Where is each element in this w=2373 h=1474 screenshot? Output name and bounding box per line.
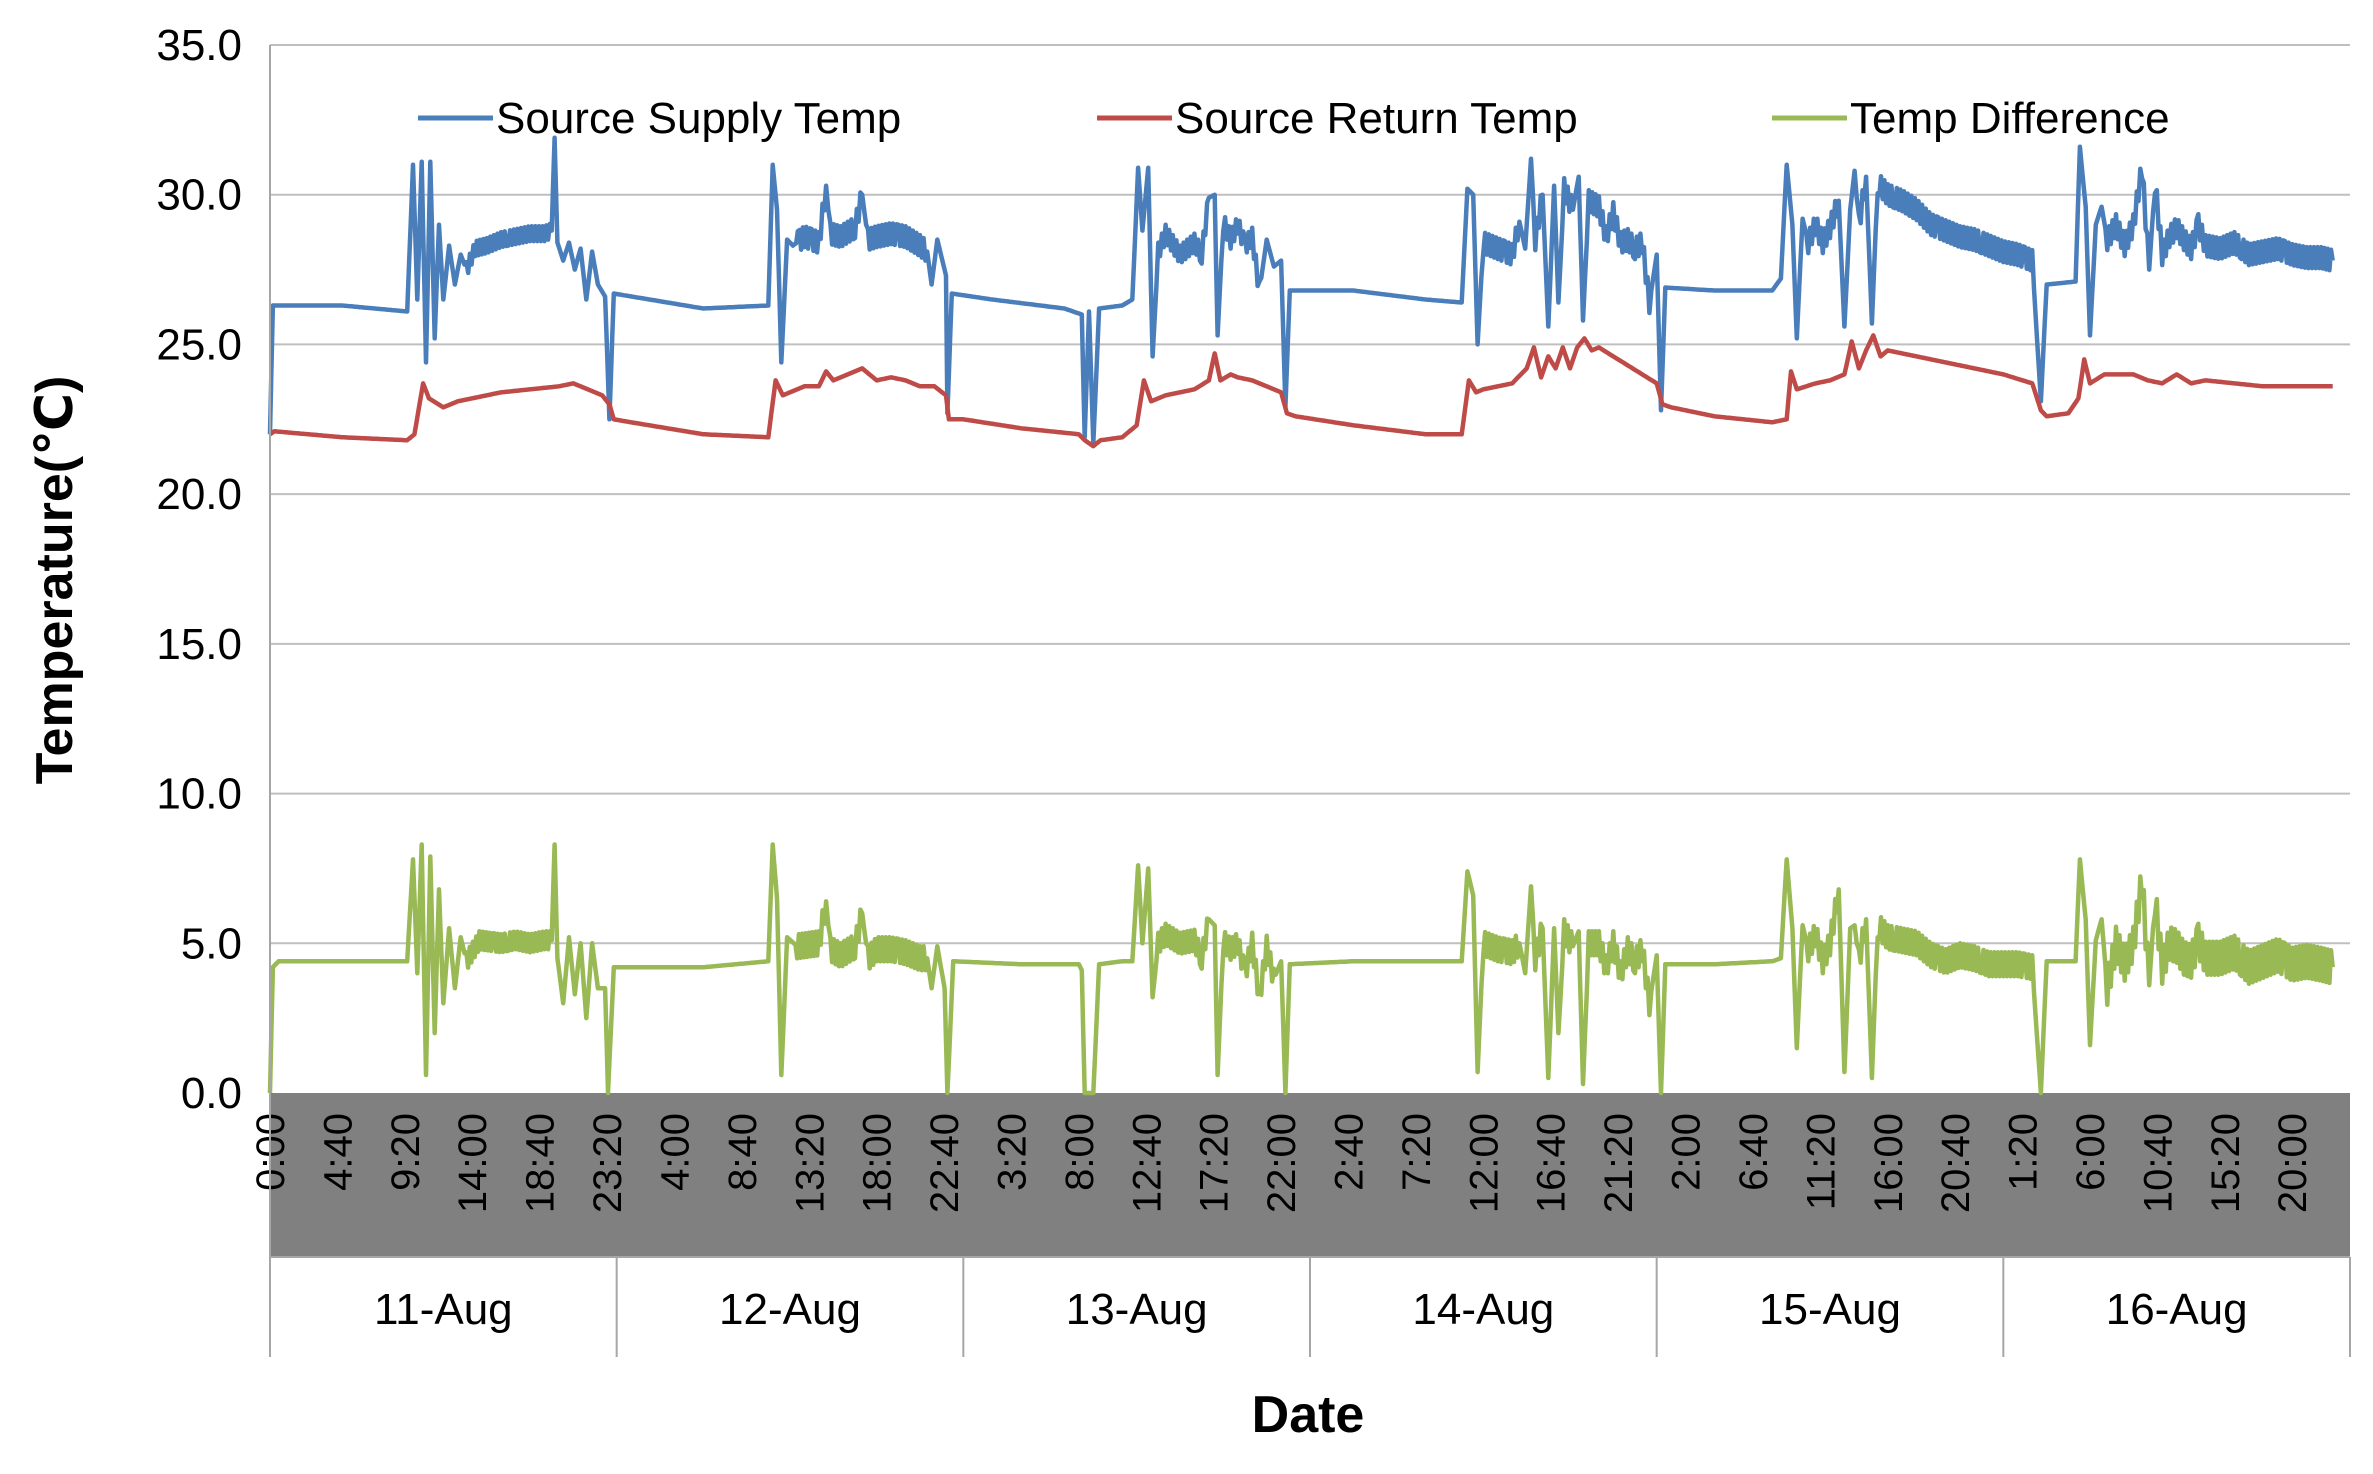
time-tick-label: 4:40: [316, 1113, 360, 1191]
time-tick-label: 16:40: [1530, 1113, 1574, 1213]
time-tick-label: 15:20: [2204, 1113, 2248, 1213]
time-tick-label: 20:00: [2271, 1113, 2315, 1213]
time-tick-label: 16:00: [1867, 1113, 1911, 1213]
y-tick-label: 0.0: [181, 1069, 242, 1118]
time-tick-label: 18:00: [856, 1113, 900, 1213]
series-lines: [267, 135, 2335, 1096]
time-tick-label: 2:00: [1665, 1113, 1709, 1191]
time-tick-label: 17:20: [1193, 1113, 1237, 1213]
legend-item-supply[interactable]: Source Supply Temp: [418, 94, 901, 143]
time-tick-label: 11:20: [1799, 1113, 1843, 1210]
time-tick-label: 9:20: [384, 1113, 428, 1191]
time-tick-label: 21:20: [1597, 1113, 1641, 1213]
grid-lines: [270, 44, 2350, 945]
day-label: 15-Aug: [1759, 1285, 1901, 1334]
series-line-supply: [267, 135, 2335, 446]
time-tick-label: 6:40: [1732, 1113, 1776, 1191]
y-tick-label: 25.0: [156, 320, 242, 369]
time-tick-label: 12:40: [1125, 1113, 1169, 1213]
day-label: 14-Aug: [1412, 1285, 1554, 1334]
time-tick-label: 20:40: [1934, 1113, 1978, 1213]
series-line-diff: [267, 842, 2335, 1096]
series-line-return: [268, 333, 2334, 449]
time-band-background: [270, 1093, 2350, 1257]
y-tick-label: 5.0: [181, 919, 242, 968]
time-tick-label: 18:40: [519, 1113, 563, 1213]
legend-label: Source Return Temp: [1175, 94, 1578, 143]
time-tick-label: 4:00: [653, 1113, 697, 1191]
x-axis-title: Date: [1252, 1386, 1365, 1444]
day-label: 13-Aug: [1066, 1285, 1208, 1334]
time-tick-label: 6:00: [2069, 1113, 2113, 1191]
time-tick-label: 8:40: [721, 1113, 765, 1191]
legend-label: Source Supply Temp: [496, 94, 901, 143]
day-label: 16-Aug: [2106, 1285, 2248, 1334]
legend-item-diff[interactable]: Temp Difference: [1772, 94, 2170, 143]
time-tick-label: 22:40: [923, 1113, 967, 1213]
y-tick-label: 30.0: [156, 171, 242, 220]
time-tick-label: 7:20: [1395, 1113, 1439, 1191]
axes: 0.0 5.0 10.0 15.0 20.0 25.0 30.0 35.0 11-Aug 12-A…: [156, 21, 2351, 1357]
y-tick-label: 15.0: [156, 620, 242, 669]
time-axis-band: 0:00 4:40 9:20 14:00 18:40 23:20 4:00 8:40 13:20…: [249, 1093, 2350, 1257]
time-tick-label: 10:40: [2136, 1113, 2180, 1213]
time-tick-label: 3:20: [990, 1113, 1034, 1191]
y-tick-label: 35.0: [156, 21, 242, 70]
legend[interactable]: Source Supply Temp Source Return Temp Temp…: [418, 94, 2170, 143]
time-tick-label: 1:20: [2002, 1113, 2046, 1191]
time-tick-label: 12:00: [1462, 1113, 1506, 1213]
legend-label: Temp Difference: [1850, 94, 2170, 143]
time-tick-label: 8:00: [1058, 1113, 1102, 1191]
time-tick-label: 13:20: [788, 1113, 832, 1213]
y-axis-title: Temperature(℃): [26, 376, 84, 785]
time-tick-label: 22:00: [1260, 1113, 1304, 1213]
time-tick-label: 23:20: [586, 1113, 630, 1213]
time-tick-label: 14:00: [451, 1113, 495, 1213]
day-label: 12-Aug: [719, 1285, 861, 1334]
time-tick-label: 2:40: [1328, 1113, 1372, 1191]
day-label: 11-Aug: [374, 1285, 513, 1334]
legend-item-return[interactable]: Source Return Temp: [1097, 94, 1578, 143]
y-tick-label: 20.0: [156, 470, 242, 519]
y-tick-label: 10.0: [156, 770, 242, 819]
